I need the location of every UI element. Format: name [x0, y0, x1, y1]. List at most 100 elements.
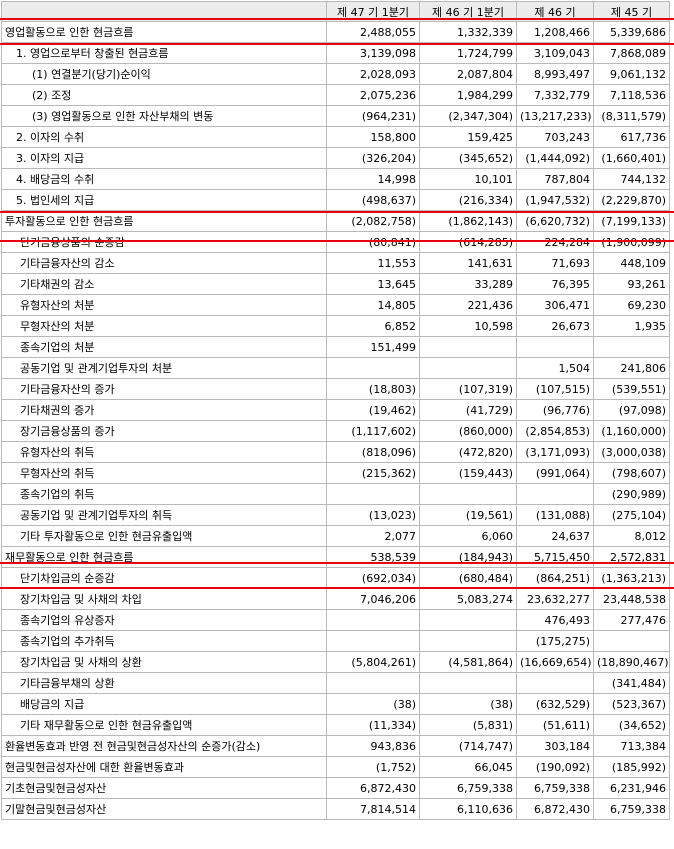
value-cell: 10,598	[419, 315, 517, 337]
table-row: 1. 영업으로부터 창출된 현금흐름 3,139,098 1,724,799 3,10…	[1, 42, 670, 64]
value-cell: (159,443)	[419, 462, 517, 484]
row-label: 장기금융상품의 증가	[1, 420, 327, 442]
highlight-line	[0, 211, 674, 213]
value-cell: 7,868,089	[593, 42, 670, 64]
value-cell: 9,061,132	[593, 63, 670, 85]
value-cell: 703,243	[516, 126, 594, 148]
table-row: 기말현금및현금성자산 7,814,514 6,110,636 6,872,430 6,7…	[1, 798, 670, 820]
value-cell: 14,805	[326, 294, 420, 316]
value-cell: (714,747)	[419, 735, 517, 757]
value-cell	[326, 609, 420, 631]
row-label: 배당금의 지급	[1, 693, 327, 715]
value-cell: 6,759,338	[516, 777, 594, 799]
highlight-line	[0, 562, 674, 564]
value-cell: (34,652)	[593, 714, 670, 736]
value-cell: 713,384	[593, 735, 670, 757]
value-cell: 476,493	[516, 609, 594, 631]
row-label: (2) 조정	[1, 84, 327, 106]
value-cell: 6,110,636	[419, 798, 517, 820]
value-cell: (131,088)	[516, 504, 594, 526]
value-cell: 277,476	[593, 609, 670, 631]
table-row: 유형자산의 취득 (818,096) (472,820) (3,171,093) (3,…	[1, 441, 670, 463]
table-row: 단기금융상품의 순증감 (80,841) (614,285) 224,284 (1,90…	[1, 231, 670, 253]
value-cell: 26,673	[516, 315, 594, 337]
value-cell: (97,098)	[593, 399, 670, 421]
row-label: 단기금융상품의 순증감	[1, 231, 327, 253]
table-row: 종속기업의 처분 151,499	[1, 336, 670, 358]
value-cell: 6,231,946	[593, 777, 670, 799]
value-cell: (798,607)	[593, 462, 670, 484]
value-cell: (190,092)	[516, 756, 594, 778]
row-label: 장기차입금 및 사채의 차입	[1, 588, 327, 610]
value-cell	[326, 483, 420, 505]
value-cell: 6,759,338	[419, 777, 517, 799]
table-body: 영업활동으로 인한 현금흐름 2,488,055 1,332,339 1,208,46…	[1, 21, 670, 820]
header-period-46: 제 46 기	[516, 1, 594, 22]
row-label: 재무활동으로 인한 현금흐름	[1, 546, 327, 568]
highlight-line	[0, 587, 674, 589]
value-cell: 151,499	[326, 336, 420, 358]
value-cell: 2,488,055	[326, 21, 420, 43]
row-label: 영업활동으로 인한 현금흐름	[1, 21, 327, 43]
row-label: 종속기업의 처분	[1, 336, 327, 358]
row-label: 공동기업 및 관계기업투자의 처분	[1, 357, 327, 379]
table-row: 기초현금및현금성자산 6,872,430 6,759,338 6,759,338 6,2…	[1, 777, 670, 799]
value-cell: (275,104)	[593, 504, 670, 526]
table-row: 유형자산의 처분 14,805 221,436 306,471 69,230	[1, 294, 670, 316]
row-label: 2. 이자의 수취	[1, 126, 327, 148]
table-row: 장기차입금 및 사채의 상환 (5,804,261) (4,581,864) (16,…	[1, 651, 670, 673]
value-cell	[419, 630, 517, 652]
value-cell: 1,504	[516, 357, 594, 379]
value-cell: 224,284	[516, 231, 594, 253]
value-cell: (341,484)	[593, 672, 670, 694]
value-cell	[516, 483, 594, 505]
value-cell: (1,660,401)	[593, 147, 670, 169]
table-row: 기타금융자산의 증가 (18,803) (107,319) (107,515) (539…	[1, 378, 670, 400]
value-cell: 2,075,236	[326, 84, 420, 106]
value-cell: (1,117,602)	[326, 420, 420, 442]
row-label: 장기차입금 및 사채의 상환	[1, 651, 327, 673]
value-cell: 5,715,450	[516, 546, 594, 568]
value-cell: (4,581,864)	[419, 651, 517, 673]
value-cell	[419, 336, 517, 358]
table-row: 장기금융상품의 증가 (1,117,602) (860,000) (2,854,853…	[1, 420, 670, 442]
value-cell: (11,334)	[326, 714, 420, 736]
table-row: (3) 영업활동으로 인한 자산부채의 변동 (964,231) (2,347,30…	[1, 105, 670, 127]
value-cell: (215,362)	[326, 462, 420, 484]
value-cell	[419, 672, 517, 694]
value-cell: (5,804,261)	[326, 651, 420, 673]
row-label: 기초현금및현금성자산	[1, 777, 327, 799]
value-cell	[516, 672, 594, 694]
value-cell: (1,444,092)	[516, 147, 594, 169]
value-cell: (498,637)	[326, 189, 420, 211]
row-label: (1) 연결분기(당기)순이익	[1, 63, 327, 85]
value-cell: 1,984,299	[419, 84, 517, 106]
value-cell: 2,077	[326, 525, 420, 547]
value-cell: 241,806	[593, 357, 670, 379]
highlight-line	[0, 18, 674, 20]
value-cell: (13,023)	[326, 504, 420, 526]
table-row: 배당금의 지급 (38) (38) (632,529) (523,367)	[1, 693, 670, 715]
value-cell: (13,217,233)	[516, 105, 594, 127]
row-label: 기타채권의 감소	[1, 273, 327, 295]
value-cell: (3,000,038)	[593, 441, 670, 463]
value-cell: 3,109,043	[516, 42, 594, 64]
value-cell: 66,045	[419, 756, 517, 778]
value-cell: 7,118,536	[593, 84, 670, 106]
row-label: 기타금융자산의 감소	[1, 252, 327, 274]
row-label: 환율변동효과 반영 전 현금및현금성자산의 순증가(감소)	[1, 735, 327, 757]
value-cell: (632,529)	[516, 693, 594, 715]
row-label: 기타금융부채의 상환	[1, 672, 327, 694]
row-label: 종속기업의 유상증자	[1, 609, 327, 631]
value-cell: (184,943)	[419, 546, 517, 568]
row-label: 3. 이자의 지급	[1, 147, 327, 169]
value-cell: 6,872,430	[516, 798, 594, 820]
value-cell: 221,436	[419, 294, 517, 316]
value-cell	[419, 483, 517, 505]
row-label: 기말현금및현금성자산	[1, 798, 327, 820]
row-label: 유형자산의 처분	[1, 294, 327, 316]
value-cell: 744,132	[593, 168, 670, 190]
value-cell: 14,998	[326, 168, 420, 190]
value-cell: 7,046,206	[326, 588, 420, 610]
value-cell: (38)	[326, 693, 420, 715]
